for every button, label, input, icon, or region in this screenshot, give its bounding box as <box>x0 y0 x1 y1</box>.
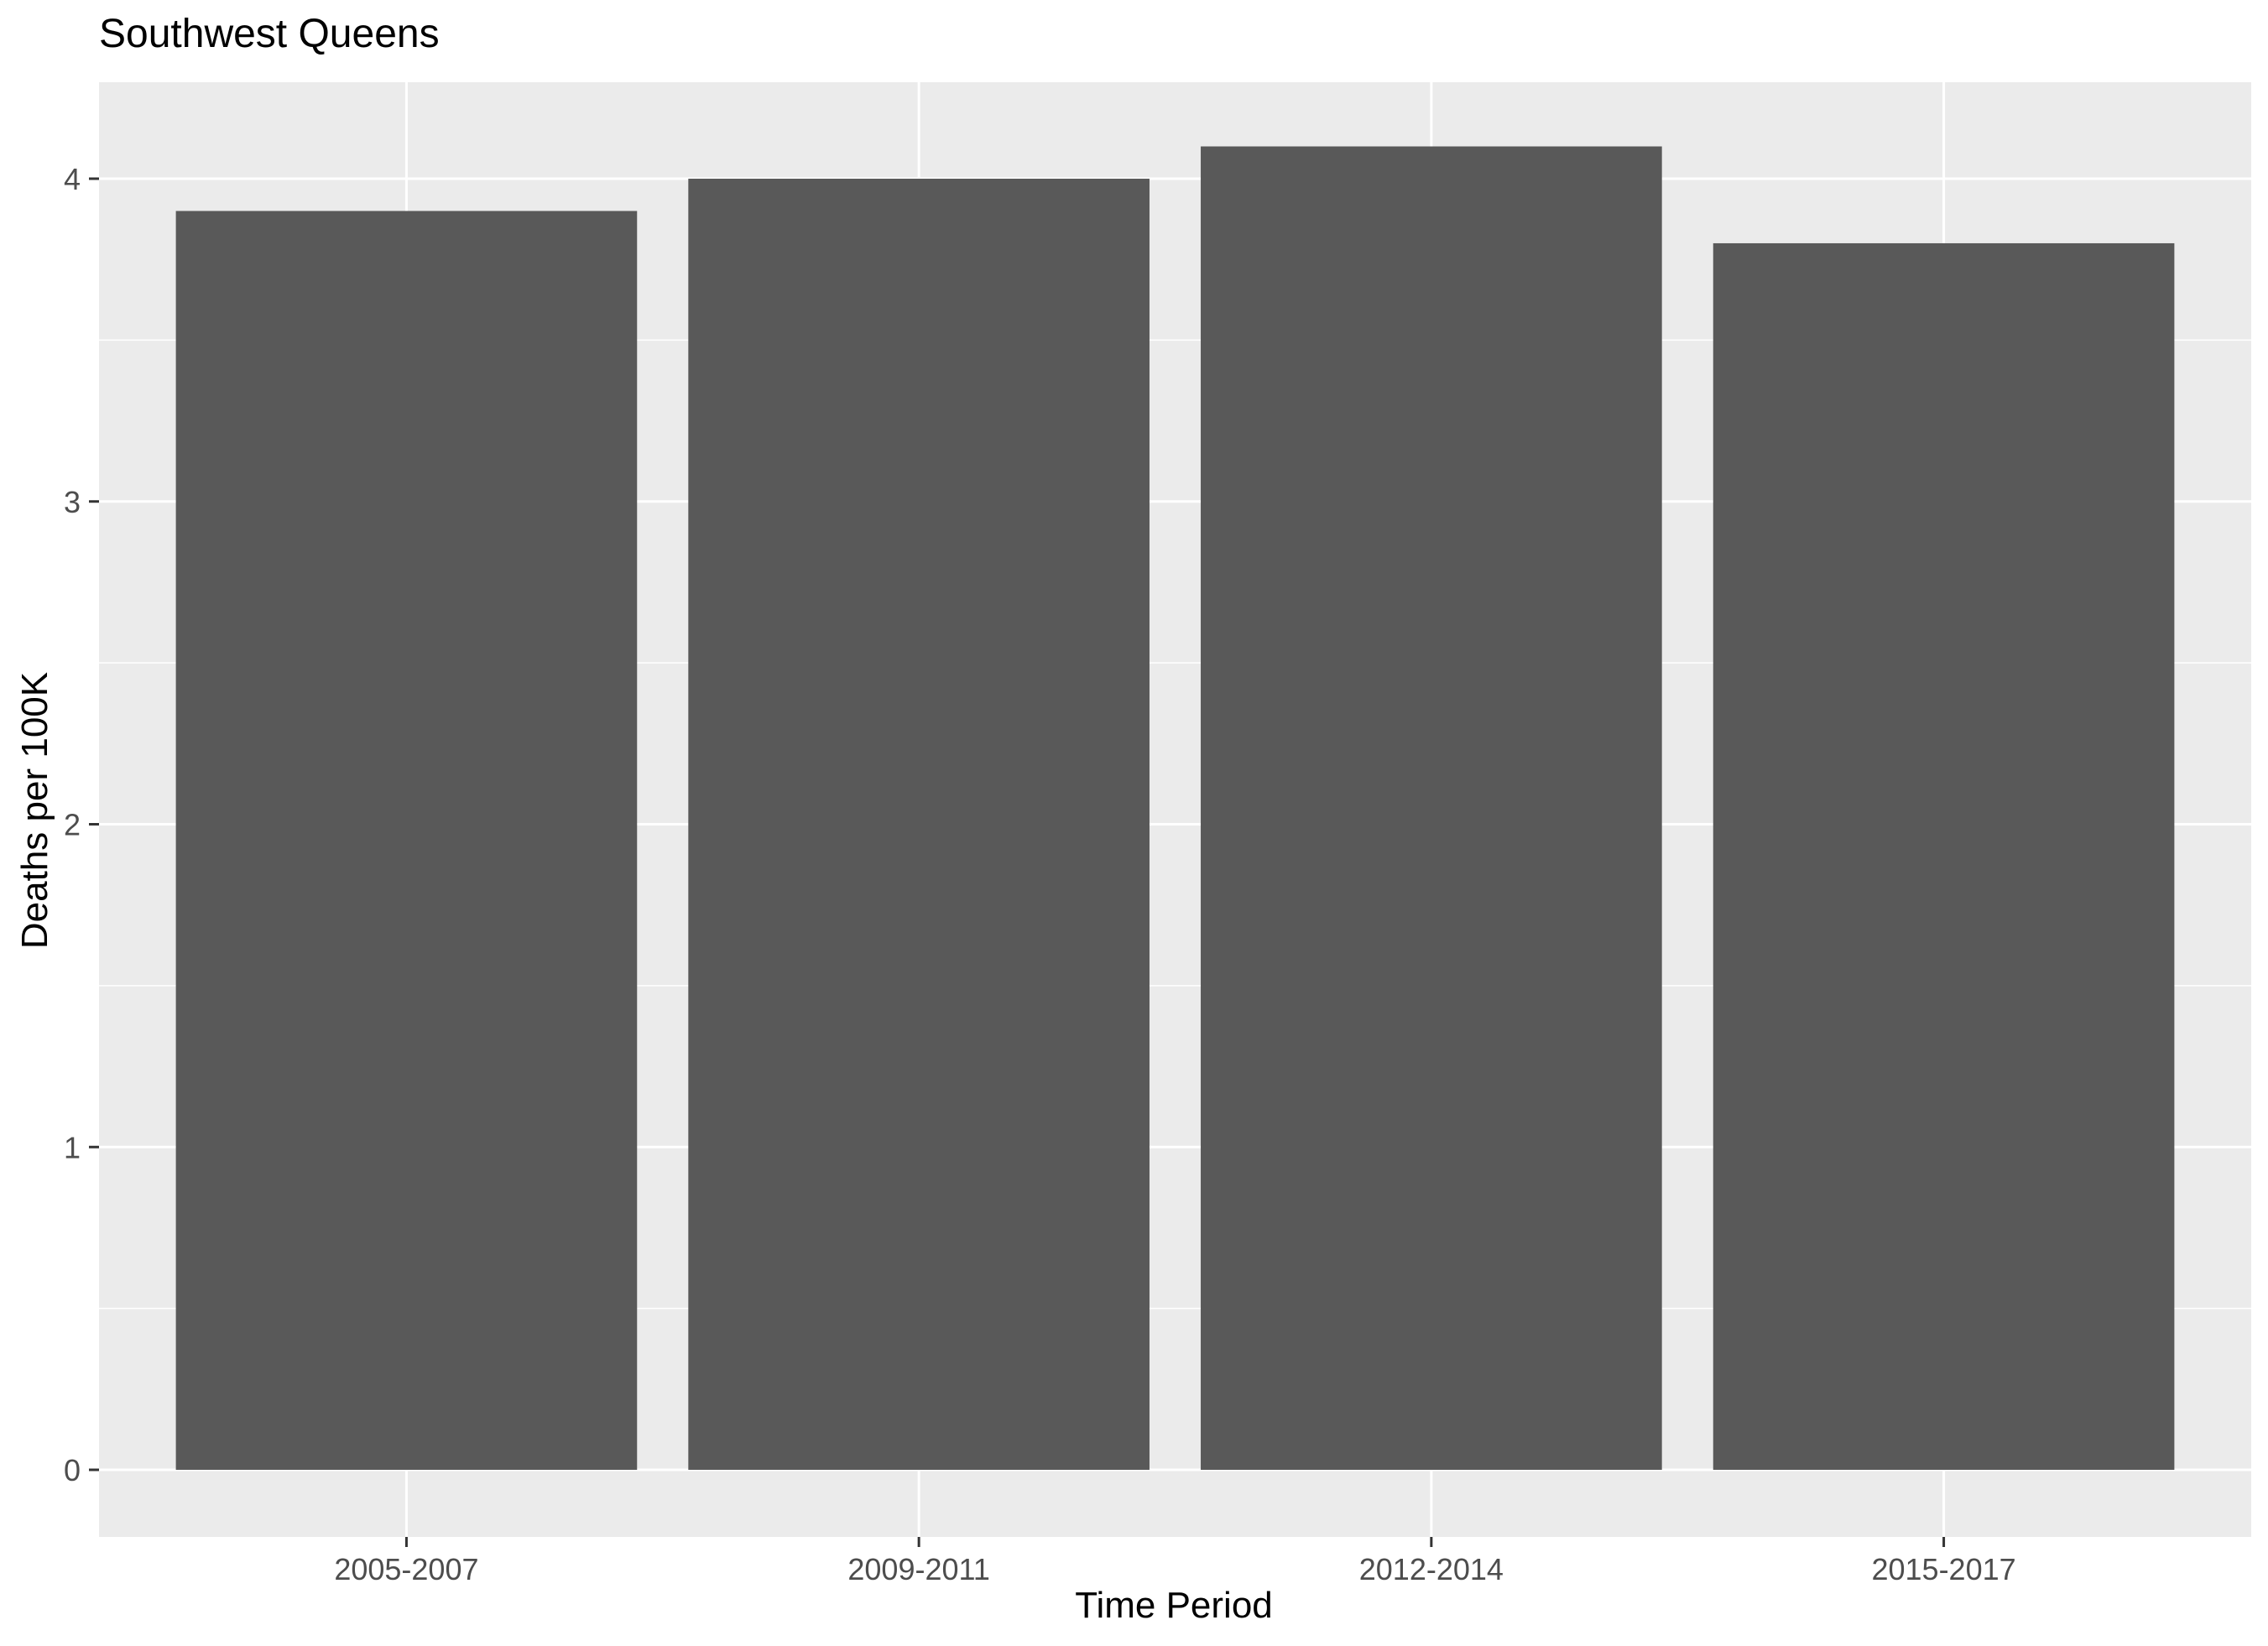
y-tick-label: 4 <box>64 162 81 196</box>
y-tick-label: 3 <box>64 485 81 519</box>
y-axis-title: Deaths per 100K <box>14 672 55 949</box>
x-tick-label: 2005-2007 <box>334 1552 478 1586</box>
x-axis: 2005-2007 2009-2011 2012-2014 2015-2017 <box>334 1537 2016 1586</box>
bar-2005-2007 <box>175 211 638 1471</box>
x-axis-title: Time Period <box>1075 1585 1273 1626</box>
bar-2015-2017 <box>1713 242 2175 1471</box>
y-tick-label: 2 <box>64 808 81 842</box>
x-tick-label: 2009-2011 <box>847 1552 990 1586</box>
bars <box>175 146 2175 1471</box>
y-tick-label: 1 <box>64 1130 81 1164</box>
bar-2009-2011 <box>688 179 1150 1470</box>
x-tick-label: 2012-2014 <box>1359 1552 1504 1586</box>
y-axis: 0 1 2 3 4 <box>64 162 99 1487</box>
x-tick-label: 2015-2017 <box>1871 1552 2015 1586</box>
y-tick-label: 0 <box>64 1453 81 1487</box>
bar-2012-2014 <box>1201 146 1662 1470</box>
chart-title: Southwest Queens <box>99 12 440 56</box>
